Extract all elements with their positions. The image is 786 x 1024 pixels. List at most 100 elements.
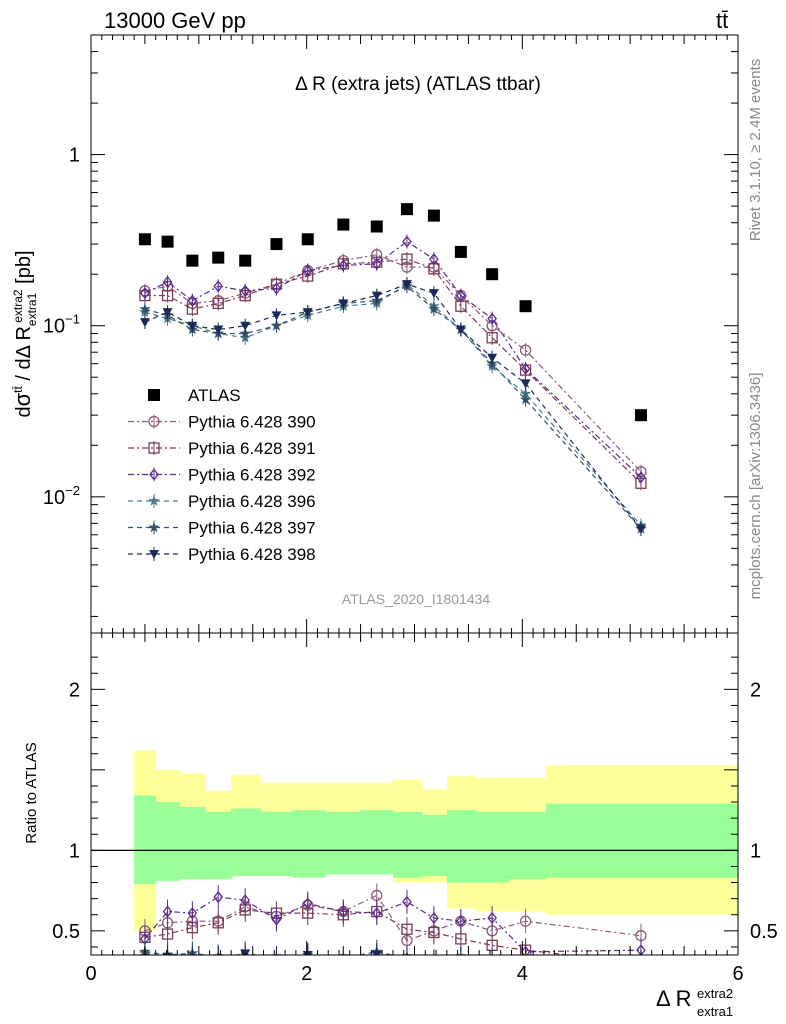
- data-point: [212, 251, 225, 264]
- ratio-line: [144, 951, 395, 955]
- ratio-point: [429, 957, 439, 966]
- ratio-line: [144, 909, 575, 955]
- data-point: [371, 257, 382, 270]
- inner-band: [231, 808, 261, 877]
- y-tick-label: 0.5: [750, 921, 778, 943]
- data-point: [187, 294, 198, 307]
- legend-marker: [149, 550, 159, 559]
- ratio-point: [636, 944, 646, 955]
- ratio-series-group: [139, 883, 647, 968]
- legend: ATLAS Pythia 6.428 390 Pythia 6.428 391 Pyt…: [128, 386, 316, 564]
- data-point: [161, 235, 174, 248]
- y-tick-label: 10−2: [43, 483, 80, 509]
- ratio-point: [456, 915, 466, 928]
- ratio-point: [302, 951, 313, 955]
- inner-band: [260, 811, 294, 877]
- inner-band: [508, 811, 547, 880]
- data-point: [636, 471, 646, 484]
- legend-label: Pythia 6.428 392: [188, 466, 316, 485]
- legend-marker: [148, 389, 160, 401]
- ratio-point: [486, 957, 497, 968]
- data-point: [302, 308, 313, 318]
- y-tick-label: 1: [69, 145, 80, 167]
- data-point: [487, 353, 498, 363]
- data-point: [402, 235, 412, 248]
- process-label: tt̄: [716, 8, 728, 33]
- data-point: [186, 254, 199, 267]
- energy-label: 13000 GeV pp: [104, 8, 246, 33]
- ratio-point: [371, 907, 382, 920]
- inner-band: [324, 811, 362, 875]
- ratio-point: [271, 954, 282, 955]
- ratio-line: [144, 894, 642, 942]
- ratio-point: [428, 955, 439, 966]
- main-y-axis-label: dσtt̄ / dΔ Rextra1extra2 [pb]: [10, 250, 39, 417]
- x-tick-label: 2: [301, 963, 312, 985]
- inner-band: [155, 802, 180, 881]
- ratio-point: [213, 890, 224, 904]
- data-point: [301, 233, 314, 246]
- data-point: [140, 287, 150, 300]
- inner-band: [422, 814, 448, 877]
- data-point: [401, 280, 412, 290]
- data-point: [212, 297, 224, 310]
- data-point: [240, 284, 251, 297]
- inner-band: [360, 810, 394, 875]
- main-frame: [90, 34, 739, 634]
- inner-band: [292, 810, 326, 878]
- ratio-point: [402, 895, 412, 908]
- ratio-point: [455, 933, 467, 945]
- data-point: [302, 264, 313, 277]
- data-point: [337, 218, 350, 231]
- data-point: [187, 321, 198, 331]
- data-point: [401, 253, 413, 265]
- ratio-line: [144, 952, 211, 955]
- ratio-frame: [90, 632, 739, 956]
- ratio-panel: 0 2 4 6 0.5 0.5 1 1 2 2 Ratio to ATLAS: [23, 632, 778, 985]
- legend-marker: [149, 468, 159, 481]
- legend-label: ATLAS: [188, 386, 241, 405]
- data-point: [400, 203, 413, 216]
- data-point: [271, 311, 282, 321]
- ratio-point: [486, 957, 497, 968]
- ratio-point: [429, 911, 439, 925]
- main-axis-ticks: 10−2 10−1 1: [43, 34, 739, 633]
- legend-marker: [148, 521, 160, 533]
- data-point: [162, 308, 173, 318]
- legend-marker: [148, 442, 160, 454]
- ratio-series-clipped: [139, 883, 647, 968]
- ratio-point: [240, 894, 251, 907]
- data-point: [138, 233, 151, 246]
- rivet-label: Rivet 3.1.10, ≥ 2.4M events: [747, 59, 764, 242]
- ratio-uncertainty-bands: [91, 750, 739, 931]
- x-tick-label: 4: [517, 963, 528, 985]
- ratio-point: [455, 954, 466, 955]
- svg-text:dσtt̄ / dΔ Rextra1extra2 [pb]: dσtt̄ / dΔ Rextra1extra2 [pb]: [10, 250, 39, 417]
- data-point: [162, 275, 173, 289]
- svg-text:extra2: extra2: [697, 986, 733, 1001]
- series-line: [144, 240, 642, 478]
- ratio-axis-ticks: 0 2 4 6 0.5 0.5 1 1 2 2: [52, 633, 778, 985]
- main-series-group: [138, 203, 647, 536]
- ratio-point: [338, 905, 349, 918]
- data-point: [240, 321, 251, 331]
- svg-text:extra1: extra1: [697, 1004, 733, 1019]
- data-point: [486, 332, 498, 344]
- inner-band: [179, 806, 206, 880]
- y-tick-label: 0.5: [52, 921, 80, 943]
- data-point: [634, 409, 647, 422]
- ratio-point: [487, 911, 497, 925]
- data-point: [455, 325, 466, 335]
- ratio-y-axis-label: Ratio to ATLAS: [23, 742, 40, 843]
- y-tick-label: 2: [69, 679, 80, 701]
- series-line: [144, 283, 642, 526]
- data-point: [429, 253, 439, 266]
- svg-text:Δ R: Δ R: [656, 986, 691, 1011]
- inner-band: [475, 811, 509, 883]
- ratio-point: [212, 917, 224, 929]
- data-point: [239, 327, 251, 339]
- legend-label: Pythia 6.428 398: [188, 545, 316, 564]
- legend-label: Pythia 6.428 391: [188, 439, 316, 458]
- inner-band: [205, 811, 232, 880]
